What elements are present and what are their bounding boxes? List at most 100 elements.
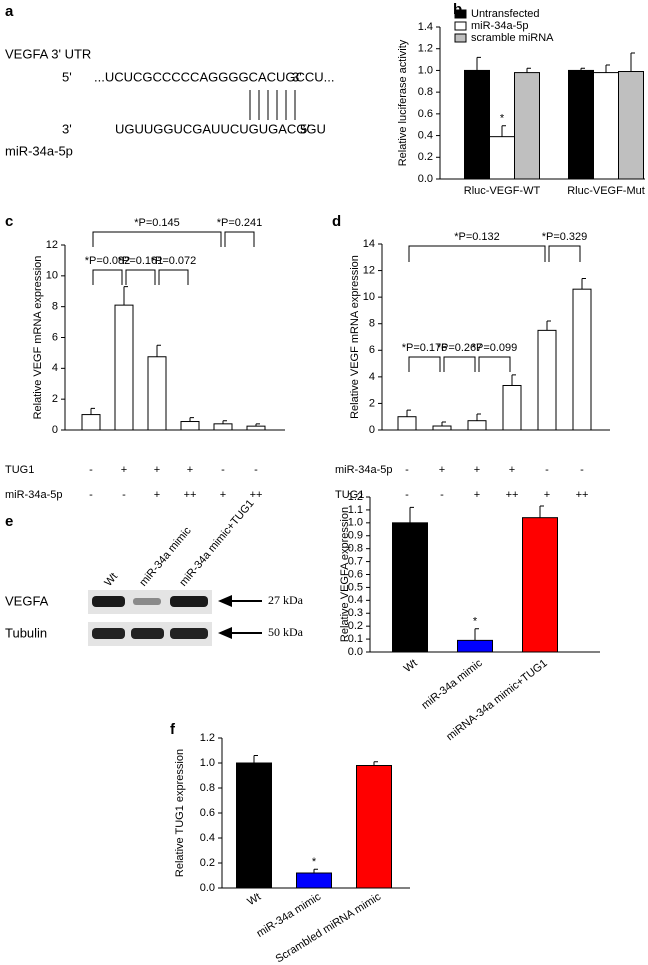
legend-label: scramble miRNA	[471, 32, 554, 44]
row-mark: +	[187, 464, 193, 476]
significance-star: *	[473, 616, 478, 628]
error-bar	[373, 761, 378, 766]
y-tick-label: 1.0	[200, 757, 215, 769]
error-bar	[501, 125, 506, 137]
y-axis-label: Relative VEGF mRNA expression	[349, 255, 361, 419]
size-label: 50 kDa	[268, 625, 304, 639]
x-tick-label: Rluc-VEGF-WT	[464, 185, 541, 197]
error-bar	[189, 417, 194, 422]
y-tick-label: 14	[363, 238, 375, 250]
error-bar	[409, 506, 414, 523]
row-mark: +	[544, 489, 550, 501]
band	[170, 628, 208, 639]
comparison-bracket	[92, 269, 123, 285]
row-mark: +	[154, 464, 160, 476]
y-tick-label: 1.0	[348, 517, 363, 529]
y-tick-label: 6	[52, 331, 58, 343]
y-tick-label: 0.7	[348, 555, 363, 567]
comparison-label: *P=0.099	[472, 342, 518, 354]
bar	[236, 762, 272, 889]
panel-label: f	[170, 721, 176, 738]
significance-star: *	[312, 856, 317, 868]
row-mark: -	[89, 464, 93, 476]
y-tick-label: 6	[369, 344, 375, 356]
comparison-label: *P=0.082	[85, 255, 131, 267]
x-tick-label: Rluc-VEGF-Mut	[567, 185, 645, 197]
row-label: TUG1	[335, 489, 364, 501]
y-tick-label: 0.8	[200, 782, 215, 794]
y-tick-label: 0.0	[418, 173, 433, 185]
comparison-bracket	[478, 356, 511, 372]
end-label: 5'	[300, 121, 310, 136]
error-bar	[222, 420, 227, 424]
bar	[489, 136, 515, 180]
bar	[114, 304, 134, 431]
panel-label: d	[332, 213, 341, 230]
error-bar	[90, 407, 95, 415]
error-bar	[476, 413, 481, 421]
bar	[457, 639, 493, 653]
y-tick-label: 4	[369, 371, 375, 383]
row-mark: ++	[184, 489, 197, 501]
row-label: miR-34a-5p	[335, 464, 392, 476]
error-bar	[156, 344, 161, 357]
error-bar	[605, 64, 610, 73]
row-mark: -	[254, 464, 258, 476]
row-mark: ++	[506, 489, 519, 501]
bar	[356, 765, 392, 889]
y-tick-label: 0.2	[418, 151, 433, 163]
x-tick-label: miR-34a mimic	[419, 657, 485, 712]
y-tick-label: 1.2	[200, 732, 215, 744]
panel-label: a	[5, 3, 14, 20]
y-tick-label: 0	[369, 424, 375, 436]
row-mark: +	[509, 464, 515, 476]
error-bar	[581, 278, 586, 290]
legend-label: miR-34a-5p	[471, 20, 528, 32]
error-bar	[474, 628, 479, 641]
bar	[180, 421, 200, 431]
error-bar	[406, 409, 411, 417]
y-tick-label: 0.0	[348, 646, 363, 658]
y-axis-label: Relative VEGFA expression	[339, 507, 351, 642]
y-tick-label: 0.8	[418, 86, 433, 98]
x-tick-label: Wt	[245, 891, 263, 908]
mirna-label: miR-34a-5p	[5, 143, 73, 158]
bar	[213, 423, 233, 431]
bar	[467, 420, 487, 431]
bar	[514, 72, 540, 180]
mirna-sequence: UGUUGGUCGAUUCUGUGACGGU	[115, 121, 326, 136]
bar	[147, 356, 167, 431]
error-bar	[123, 286, 128, 306]
y-tick-label: 0.5	[348, 581, 363, 593]
y-tick-label: 0.8	[348, 543, 363, 555]
y-tick-label: 0.6	[348, 568, 363, 580]
arrow-head	[218, 595, 232, 607]
size-label: 27 kDa	[268, 593, 304, 607]
y-tick-label: 1.1	[348, 504, 363, 516]
bar	[618, 71, 644, 180]
y-tick-label: 1.2	[348, 491, 363, 503]
row-label: miR-34a-5p	[5, 489, 62, 501]
row-label: Tubulin	[5, 625, 47, 640]
y-tick-label: 2	[52, 393, 58, 405]
error-bar	[546, 320, 551, 331]
bar	[392, 522, 428, 653]
bar	[572, 288, 592, 431]
comparison-label: *P=0.329	[542, 231, 588, 243]
y-tick-label: 8	[52, 301, 58, 313]
row-mark: -	[221, 464, 225, 476]
comparison-label: *P=0.161	[118, 255, 164, 267]
comparison-label: *P=0.145	[134, 217, 180, 229]
legend-swatch	[454, 21, 467, 31]
y-axis-label: Relative TUG1 expression	[174, 749, 186, 877]
row-mark: +	[121, 464, 127, 476]
bar	[246, 425, 266, 431]
y-tick-label: 0.2	[200, 857, 215, 869]
y-tick-label: 1.0	[418, 64, 433, 76]
row-mark: -	[89, 489, 93, 501]
error-bar	[255, 423, 260, 427]
y-axis-label: Relative VEGF mRNA expression	[32, 256, 44, 420]
comparison-bracket	[224, 231, 255, 247]
row-mark: -	[545, 464, 549, 476]
